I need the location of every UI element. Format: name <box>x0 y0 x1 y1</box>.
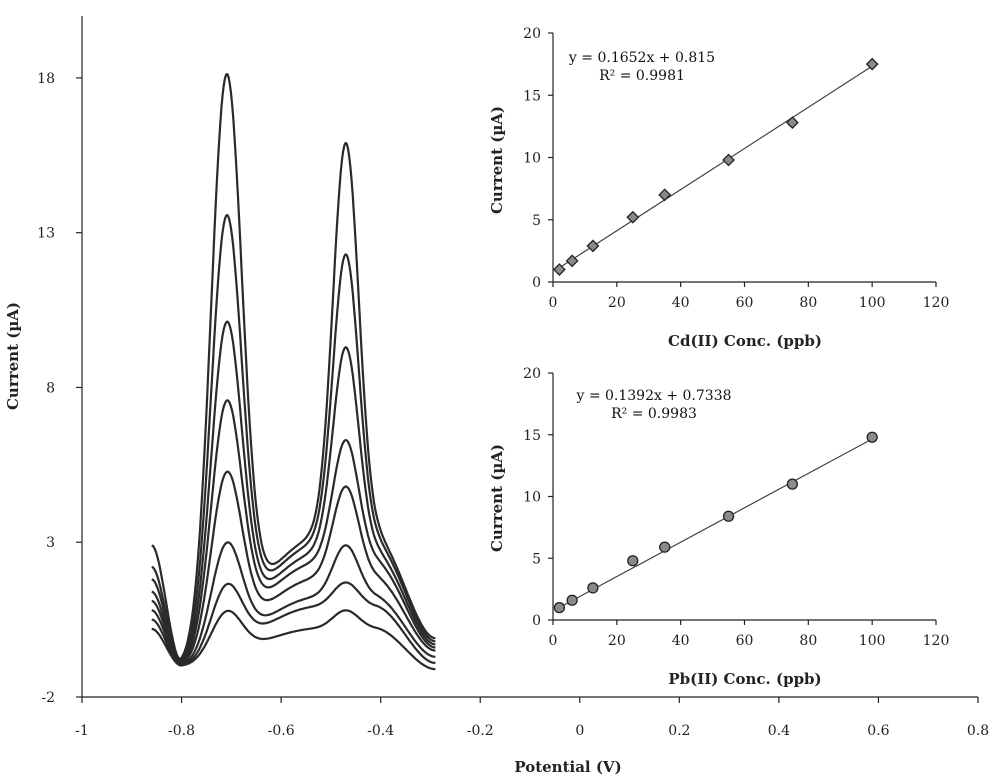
main-x-tick-label: 0 <box>575 723 584 739</box>
cd-data-point <box>586 239 600 253</box>
main-x-tick-label: -0.2 <box>467 723 494 739</box>
pb-y-tick-label: 20 <box>523 366 541 382</box>
cd-x-tick-label: 20 <box>608 295 626 311</box>
main-y-tick-label: 18 <box>37 71 55 87</box>
pb-data-point <box>722 510 735 522</box>
main-y-tick-label: 3 <box>46 535 55 551</box>
cd-y-ticks: 0 5 10 15 20 <box>523 26 553 291</box>
pb-data-point <box>553 602 566 614</box>
pb-x-tick-label: 120 <box>923 633 950 649</box>
pb-x-tick-label: 40 <box>672 633 690 649</box>
pb-x-tick-label: 0 <box>549 633 558 649</box>
cd-x-ticks: 0 20 40 60 80 100 120 <box>549 282 950 311</box>
main-x-tick-label: -1 <box>75 723 89 739</box>
voltammogram-curve <box>151 470 436 665</box>
cd-data-point <box>565 254 579 268</box>
main-x-tick-label: -0.4 <box>367 723 394 739</box>
cd-data-point <box>785 116 799 130</box>
cd-x-tick-label: 0 <box>549 295 558 311</box>
pb-data-point <box>627 555 639 567</box>
main-y-tick-label: 13 <box>37 226 55 242</box>
pb-x-tick-label: 80 <box>799 633 817 649</box>
main-x-tick-label: -0.6 <box>268 723 295 739</box>
cd-y-tick-label: 10 <box>523 151 541 167</box>
pb-x-tick-label: 60 <box>736 633 754 649</box>
voltammogram-curve <box>151 320 436 663</box>
main-x-tick-label: 0.2 <box>668 723 690 739</box>
voltammogram-curve <box>151 214 436 662</box>
pb-data-point <box>587 582 599 594</box>
pb-fit-line <box>559 438 873 609</box>
main-x-tick-label: -0.8 <box>168 723 195 739</box>
cd-data-point <box>658 188 672 202</box>
main-x-ticks: -1 -0.8 -0.6 -0.4 -0.2 0 0.2 0.4 0.6 0.8 <box>75 697 989 739</box>
pb-y-tick-label: 0 <box>532 613 541 629</box>
pb-y-tick-label: 5 <box>532 551 541 567</box>
pb-y-tick-label: 10 <box>523 490 541 506</box>
cd-equation: y = 0.1652x + 0.815 <box>568 50 715 66</box>
cd-y-tick-label: 5 <box>532 213 541 229</box>
pb-y-tick-label: 15 <box>523 428 541 444</box>
voltammogram-curves <box>151 73 436 671</box>
main-y-axis-label: Current (µA) <box>4 302 22 410</box>
cd-y-tick-label: 20 <box>523 26 541 42</box>
cd-fit-line <box>559 65 873 269</box>
pb-x-axis-label: Pb(II) Conc. (ppb) <box>668 670 821 688</box>
cd-data-point <box>626 210 640 224</box>
main-y-tick-label: -2 <box>41 690 55 706</box>
voltammogram-curve <box>151 609 436 671</box>
cd-data-point <box>865 57 879 71</box>
pb-calibration-chart: 0 5 10 15 20 0 20 40 60 80 100 120 y = 0.1392x + 0… <box>488 366 949 688</box>
cd-data-point <box>722 153 735 167</box>
main-x-tick-label: 0.8 <box>967 723 989 739</box>
pb-data-points <box>553 431 878 614</box>
cd-y-tick-label: 0 <box>532 275 541 291</box>
pb-data-point <box>566 594 578 606</box>
main-x-tick-label: 0.4 <box>768 723 790 739</box>
pb-data-point <box>659 541 671 553</box>
main-x-axis-label: Potential (V) <box>514 758 621 776</box>
pb-x-tick-label: 20 <box>608 633 626 649</box>
pb-equation: y = 0.1392x + 0.7338 <box>575 388 731 404</box>
voltammogram-curve <box>151 399 436 664</box>
cd-x-tick-label: 60 <box>736 295 754 311</box>
cd-data-point <box>552 263 566 276</box>
voltammogram-curve <box>151 73 436 661</box>
pb-data-point <box>866 431 878 443</box>
pb-r-squared: R² = 0.9983 <box>611 406 697 422</box>
cd-data-points <box>552 57 879 276</box>
voltammogram-curve <box>151 541 436 666</box>
cd-calibration-chart: 0 5 10 15 20 0 20 40 60 80 100 120 y = 0.1652x + 0… <box>488 26 949 350</box>
cd-x-tick-label: 80 <box>799 295 817 311</box>
cd-r-squared: R² = 0.9981 <box>599 68 685 84</box>
voltammogram-chart: -2 3 8 13 18 -1 -0.8 -0.6 -0.4 -0.2 0 0.2 0.4 0.6 0.8… <box>4 16 989 776</box>
cd-x-tick-label: 120 <box>923 295 950 311</box>
cd-y-axis-label: Current (µA) <box>488 106 506 214</box>
main-y-tick-label: 8 <box>46 380 55 396</box>
cd-x-tick-label: 100 <box>859 295 886 311</box>
pb-x-tick-label: 100 <box>859 633 886 649</box>
main-y-ticks: -2 3 8 13 18 <box>37 71 82 706</box>
cd-y-tick-label: 15 <box>523 88 541 104</box>
voltammogram-curve <box>151 581 436 667</box>
pb-x-ticks: 0 20 40 60 80 100 120 <box>549 620 950 649</box>
pb-y-axis-label: Current (µA) <box>488 444 506 552</box>
pb-y-ticks: 0 5 10 15 20 <box>523 366 553 629</box>
pb-data-point <box>786 478 799 490</box>
cd-x-tick-label: 40 <box>672 295 690 311</box>
main-x-tick-label: 0.6 <box>867 723 889 739</box>
cd-x-axis-label: Cd(II) Conc. (ppb) <box>668 332 822 350</box>
